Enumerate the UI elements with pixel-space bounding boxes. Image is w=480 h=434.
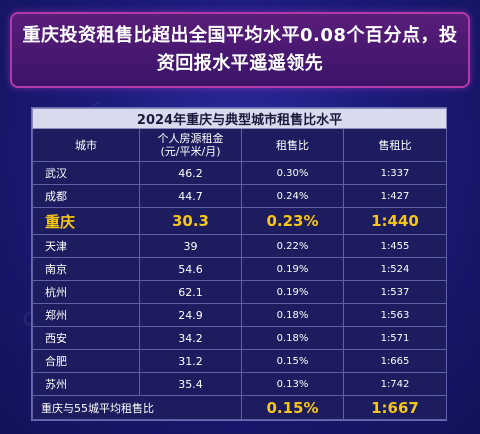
- city-cell: 杭州: [32, 280, 140, 304]
- rent-cell: 62.1: [139, 280, 242, 304]
- table-header-row: 城市 个人房源租金 (元/平米/月) 租售比 售租比: [32, 128, 447, 162]
- city-cell: 郑州: [32, 303, 140, 327]
- table-title: 2024年重庆与典型城市租售比水平: [32, 108, 447, 129]
- ratio-cell: 0.19%: [241, 280, 344, 304]
- ratio-cell: 0.30%: [241, 161, 344, 185]
- table-row: 重庆 30.3 0.23% 1:440: [32, 207, 447, 235]
- table-row: 天津 39 0.22% 1:455: [32, 234, 447, 258]
- ratio-cell: 0.15%: [241, 349, 344, 373]
- ratio-cell: 0.23%: [241, 207, 344, 235]
- rent-cell: 31.2: [139, 349, 242, 373]
- sale-rent-cell: 1:563: [343, 303, 447, 327]
- rent-cell: 39: [139, 234, 242, 258]
- table-row: 南京 54.6 0.19% 1:524: [32, 257, 447, 281]
- city-cell: 苏州: [32, 372, 140, 396]
- table-row: 苏州 35.4 0.13% 1:742: [32, 372, 447, 396]
- rent-cell: 24.9: [139, 303, 242, 327]
- city-cell: 武汉: [32, 161, 140, 185]
- ratio-cell: 0.18%: [241, 326, 344, 350]
- city-cell: 成都: [32, 184, 140, 208]
- rent-cell: 54.6: [139, 257, 242, 281]
- headline-text: 重庆投资租售比超出全国平均水平0.08个百分点，投资回报水平遥遥领先: [22, 25, 458, 74]
- footer-ratio: 0.15%: [241, 395, 344, 420]
- sale-rent-cell: 1:440: [343, 207, 447, 235]
- sale-rent-cell: 1:524: [343, 257, 447, 281]
- table-footer-row: 重庆与55城平均租售比 0.15% 1:667: [32, 395, 447, 420]
- header-city: 城市: [32, 128, 140, 162]
- footer-sale-rent: 1:667: [343, 395, 447, 420]
- city-cell: 西安: [32, 326, 140, 350]
- table-row: 成都 44.7 0.24% 1:427: [32, 184, 447, 208]
- city-cell: 天津: [32, 234, 140, 258]
- sale-rent-cell: 1:427: [343, 184, 447, 208]
- ratio-cell: 0.24%: [241, 184, 344, 208]
- rent-cell: 30.3: [139, 207, 242, 235]
- header-ratio: 租售比: [241, 128, 344, 162]
- sale-rent-cell: 1:337: [343, 161, 447, 185]
- rent-ratio-table: 2024年重庆与典型城市租售比水平 城市 个人房源租金 (元/平米/月) 租售比…: [31, 107, 447, 421]
- rent-cell: 34.2: [139, 326, 242, 350]
- city-cell: 重庆: [32, 207, 140, 235]
- table-row: 郑州 24.9 0.18% 1:563: [32, 303, 447, 327]
- header-rent: 个人房源租金 (元/平米/月): [139, 128, 242, 162]
- ratio-cell: 0.22%: [241, 234, 344, 258]
- footer-label: 重庆与55城平均租售比: [32, 395, 242, 420]
- sale-rent-cell: 1:571: [343, 326, 447, 350]
- header-rent-line1: 个人房源租金: [157, 132, 224, 145]
- headline-banner: 重庆投资租售比超出全国平均水平0.08个百分点，投资回报水平遥遥领先: [10, 12, 470, 88]
- table-title-row: 2024年重庆与典型城市租售比水平: [32, 108, 447, 129]
- table-row: 合肥 31.2 0.15% 1:665: [32, 349, 447, 373]
- table-row: 杭州 62.1 0.19% 1:537: [32, 280, 447, 304]
- table-row: 西安 34.2 0.18% 1:571: [32, 326, 447, 350]
- sale-rent-cell: 1:455: [343, 234, 447, 258]
- sale-rent-cell: 1:537: [343, 280, 447, 304]
- ratio-cell: 0.19%: [241, 257, 344, 281]
- city-cell: 南京: [32, 257, 140, 281]
- header-sale-rent: 售租比: [343, 128, 447, 162]
- table-row: 武汉 46.2 0.30% 1:337: [32, 161, 447, 185]
- city-cell: 合肥: [32, 349, 140, 373]
- ratio-cell: 0.13%: [241, 372, 344, 396]
- ratio-cell: 0.18%: [241, 303, 344, 327]
- rent-cell: 46.2: [139, 161, 242, 185]
- header-rent-line2: (元/平米/月): [160, 145, 221, 158]
- rent-cell: 44.7: [139, 184, 242, 208]
- sale-rent-cell: 1:742: [343, 372, 447, 396]
- sale-rent-cell: 1:665: [343, 349, 447, 373]
- rent-cell: 35.4: [139, 372, 242, 396]
